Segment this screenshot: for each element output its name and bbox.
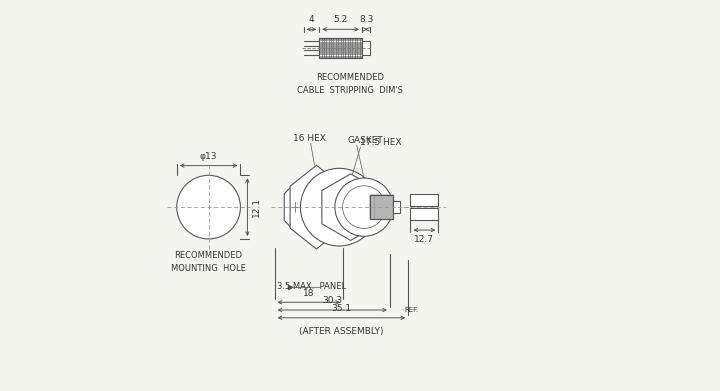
Circle shape	[300, 168, 378, 246]
Bar	[319, 38, 362, 58]
Text: 12.7: 12.7	[415, 235, 434, 244]
Text: 35.1: 35.1	[331, 304, 351, 313]
Circle shape	[335, 178, 393, 236]
Text: 8.3: 8.3	[359, 15, 374, 24]
Text: (AFTER ASSEMBLY): (AFTER ASSEMBLY)	[299, 328, 384, 337]
Bar	[362, 41, 371, 55]
Bar	[319, 38, 362, 58]
Text: 30.3: 30.3	[322, 296, 342, 305]
Bar	[324, 184, 343, 230]
Text: GASKET: GASKET	[347, 136, 383, 145]
Text: REF.: REF.	[404, 307, 418, 313]
Text: 4: 4	[309, 15, 315, 24]
Circle shape	[176, 175, 240, 239]
Bar	[392, 201, 400, 213]
Text: RECOMMENDED
MOUNTING  HOLE: RECOMMENDED MOUNTING HOLE	[171, 251, 246, 273]
Text: 12.1: 12.1	[252, 197, 261, 217]
Polygon shape	[284, 181, 310, 234]
Bar	[410, 194, 438, 206]
Bar	[410, 208, 438, 221]
Bar	[369, 195, 392, 219]
Text: 18: 18	[303, 289, 315, 298]
Text: 17.5 HEX: 17.5 HEX	[361, 138, 402, 147]
Text: 3.5 MAX.  PANEL: 3.5 MAX. PANEL	[276, 282, 346, 291]
Text: φ13: φ13	[200, 152, 217, 161]
Circle shape	[291, 203, 300, 212]
Text: RECOMMENDED
CABLE  STRIPPING  DIM'S: RECOMMENDED CABLE STRIPPING DIM'S	[297, 73, 403, 95]
Polygon shape	[322, 174, 379, 240]
Circle shape	[343, 186, 385, 228]
Polygon shape	[290, 165, 343, 249]
Text: 16 HEX: 16 HEX	[293, 134, 326, 143]
Text: 5.2: 5.2	[333, 15, 348, 24]
Bar	[369, 195, 392, 219]
